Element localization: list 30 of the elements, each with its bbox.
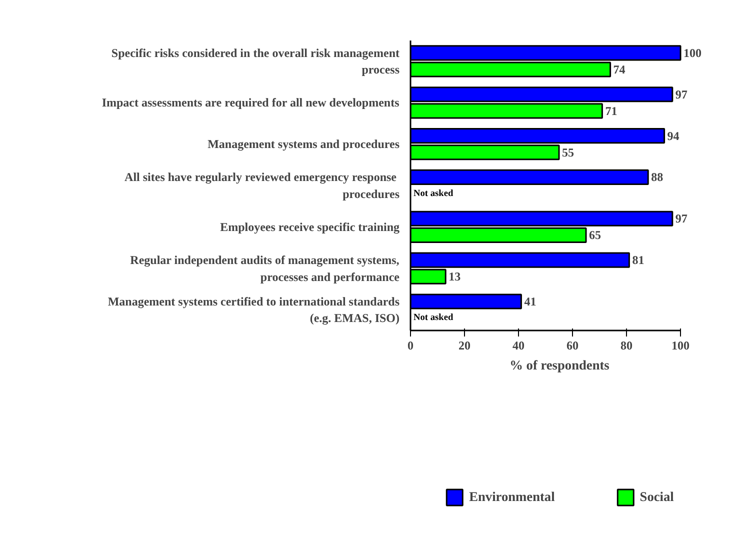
legend-label: Social (640, 488, 674, 505)
x-tick-label: 100 (672, 338, 690, 352)
data-label: 13 (448, 270, 461, 284)
data-label: 41 (524, 294, 536, 308)
y-tick-label: Specific risks considered in the overall risk management process (111, 46, 400, 77)
x-axis-title: % of respondents (510, 358, 610, 372)
y-tick-label: Management systems and procedures (208, 137, 400, 152)
data-label: 74 (613, 62, 626, 76)
data-label: 94 (667, 128, 680, 143)
data-label: 55 (562, 145, 574, 160)
data-label: 81 (632, 253, 644, 268)
x-tick-label: 20 (458, 338, 470, 352)
x-tick-label: 80 (620, 338, 632, 352)
legend-label: Environmental (469, 488, 555, 505)
data-label: 65 (589, 228, 601, 242)
x-tick-label: 40 (512, 338, 524, 352)
data-label: 88 (651, 170, 664, 184)
y-tick-label: Impact assessments are required for all new developments (102, 96, 400, 110)
y-tick-label: All sites have regularly reviewed emergency response procedures (124, 170, 400, 201)
data-label: 71 (605, 104, 618, 118)
data-label: 100 (684, 46, 702, 60)
x-tick-label: 0 (408, 338, 414, 352)
y-tick-label: Regular independent audits of management systems, processes and performance (130, 252, 400, 284)
x-tick-label: 60 (566, 338, 578, 352)
annotation: Not asked (414, 188, 454, 199)
annotation: Not asked (414, 313, 454, 324)
data-label: 97 (675, 87, 688, 102)
y-tick-label: Employees receive specific training (220, 220, 400, 234)
y-tick-label: Management systems certified to international standards (e.g. EMAS, ISO) (108, 294, 400, 326)
data-label: 97 (675, 212, 688, 226)
